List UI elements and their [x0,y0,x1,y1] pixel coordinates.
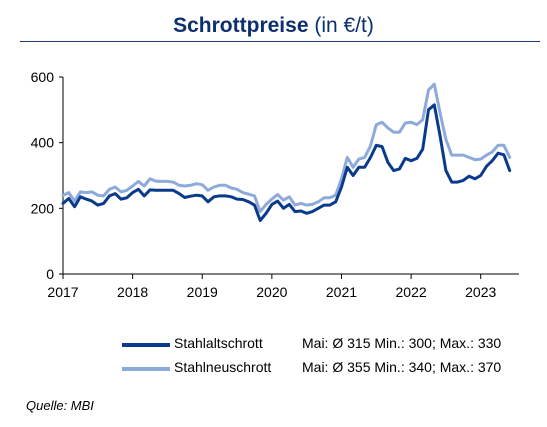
y-tick-label: 600 [31,69,55,85]
x-tick-label: 2021 [326,284,357,300]
chart-axes: 0 200 400 600 2017 2018 2019 2020 2021 2022 2023 [31,69,519,300]
legend-label: Stahlaltschrott [174,335,263,351]
x-tick-label: 2023 [465,284,496,300]
legend-swatch-stahlaltschrott [122,343,170,347]
x-tick-label: 2017 [47,284,78,300]
x-tick-label: 2018 [117,284,148,300]
legend-stats: Mai: Ø 355 Min.: 340; Max.: 370 [302,359,502,375]
x-tick-label: 2022 [396,284,427,300]
x-tick-label: 2019 [187,284,218,300]
legend-stats: Mai: Ø 315 Min.: 300; Max.: 330 [302,335,502,351]
chart-title: Schrottpreise (in €/t) [0,14,547,38]
title-unit: (in €/t) [314,14,374,37]
title-main: Schrottpreise [173,14,309,37]
chart-series [61,82,512,222]
y-tick-label: 0 [46,266,54,282]
y-tick-label: 400 [31,135,55,151]
legend-swatch-stahlneuschrott [122,367,170,371]
series-line-stahlaltschrott [61,103,512,222]
legend-label: Stahlneuschrott [174,359,272,375]
y-tick-label: 200 [31,200,55,216]
x-tick-label: 2020 [256,284,287,300]
title-divider [20,41,540,42]
source-note: Quelle: MBI [26,398,94,413]
series-line-stahlneuschrott [61,82,512,214]
